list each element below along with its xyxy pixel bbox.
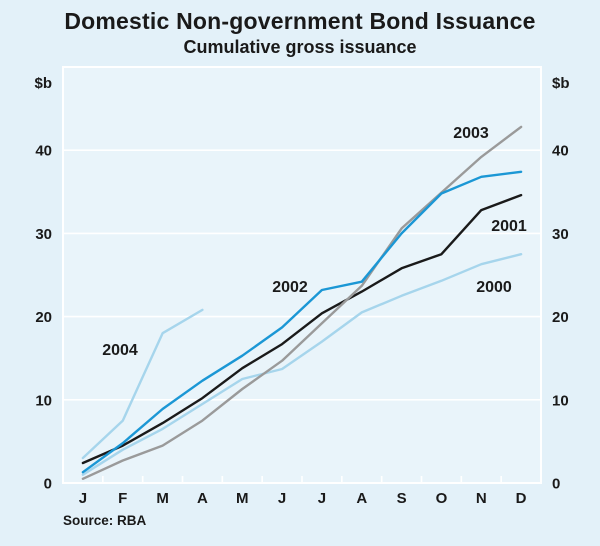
y-tick-label-left: 20 (35, 309, 52, 326)
series-line-2003 (81, 125, 523, 480)
y-tick-label-right: 0 (552, 476, 560, 493)
y-tick-label-right: 20 (552, 309, 569, 326)
x-tick-label: F (118, 490, 127, 507)
x-tick-label: A (197, 490, 208, 507)
year-label-2000: 2000 (476, 279, 512, 296)
year-label-2003: 2003 (453, 125, 489, 142)
chart-title: Domestic Non-government Bond Issuance (64, 8, 536, 34)
x-tick-label: M (156, 490, 169, 507)
series-line-2001 (81, 193, 523, 465)
plot-border (62, 66, 542, 484)
y-tick-label-right: 10 (552, 392, 569, 409)
x-tick-label: J (278, 490, 286, 507)
series-line-2004 (81, 308, 204, 460)
plot-area (63, 67, 541, 483)
y-tick-label-right: 30 (552, 226, 569, 243)
y-tick-label-right: 40 (552, 143, 569, 160)
year-label-2001: 2001 (491, 218, 527, 235)
x-tick-label: J (79, 490, 87, 507)
source-note: Source: RBA (63, 513, 147, 528)
year-label-2004: 2004 (102, 342, 138, 359)
x-tick-label: S (397, 490, 407, 507)
series-line-2002 (81, 170, 523, 474)
x-tick-label: J (318, 490, 326, 507)
chart-subtitle: Cumulative gross issuance (183, 37, 417, 57)
x-tick-label: M (236, 490, 249, 507)
y-tick-label-left: 0 (44, 476, 52, 493)
x-tick-label: O (436, 490, 448, 507)
y-tick-label-left: 10 (35, 392, 52, 409)
x-tick-label: N (476, 490, 487, 507)
y-axis-unit-left: $b (34, 75, 52, 92)
x-tick-label: A (356, 490, 367, 507)
y-tick-label-left: 30 (35, 226, 52, 243)
x-tick-label: D (516, 490, 527, 507)
series-line-2000 (81, 252, 523, 476)
year-label-2002: 2002 (272, 279, 308, 296)
y-axis-unit-right: $b (552, 75, 570, 92)
y-tick-label-left: 40 (35, 143, 52, 160)
